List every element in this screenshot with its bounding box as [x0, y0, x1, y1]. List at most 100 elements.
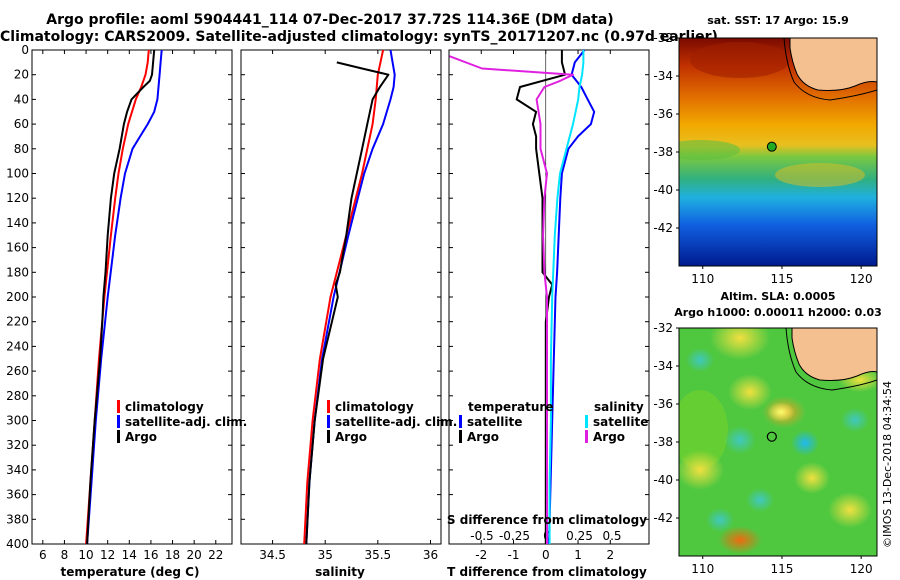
- x-axes-ticks: 6 8 10 12 14 16 18 20 22 34.5 35 35.5 36 -2 -1 0 1 2-0.5-…: [39, 50, 622, 562]
- legend-label-satellite: satellite-adj. clim.: [125, 415, 247, 429]
- x-tick-label: 16: [143, 548, 158, 562]
- map-y-tick-label: -38: [653, 145, 673, 159]
- x-tick-label: 14: [122, 548, 137, 562]
- sla-blob: [724, 426, 756, 454]
- depth-tick-label: 220: [6, 315, 29, 329]
- map-y-tick-label: -42: [653, 221, 673, 235]
- series-line-s-satellite: [548, 50, 585, 544]
- legend-label-climatology: climatology: [125, 400, 204, 414]
- sst-patch: [679, 140, 740, 160]
- map-y-tick-label: -36: [653, 107, 673, 121]
- legend-title-salinity: salinity: [594, 400, 644, 414]
- map-y-tick-label: -34: [653, 69, 673, 83]
- depth-tick-label: 120: [6, 191, 29, 205]
- x-tick-label: 1: [574, 548, 582, 562]
- series-line-satellite-adj-clim-: [86, 49, 163, 545]
- sla-blob: [718, 526, 762, 554]
- map-x-tick-label: 120: [850, 562, 873, 576]
- map-x-tick-label: 115: [771, 272, 794, 286]
- series-line-argo: [305, 61, 390, 545]
- legend-swatch-argo: [117, 430, 120, 443]
- x-tick-label: 2: [606, 548, 614, 562]
- legend-swatch-t-satellite: [459, 415, 462, 428]
- sla-blob: [686, 348, 714, 372]
- map-y-tick-label: -32: [653, 321, 673, 335]
- x-tick-label: 35.5: [364, 548, 391, 562]
- depth-tick-label: 100: [6, 167, 29, 181]
- sla-blob: [679, 450, 724, 490]
- sla-blob: [791, 430, 819, 456]
- x-tick-label: -2: [475, 548, 487, 562]
- depth-tick-label: 80: [14, 142, 29, 156]
- map-x-tick-label: 115: [771, 562, 794, 576]
- depth-tick-label: 300: [6, 414, 29, 428]
- sla-blob: [828, 492, 872, 528]
- map-y-tick-label: -36: [653, 397, 673, 411]
- map-x-tick-label: 120: [850, 272, 873, 286]
- imos-credit: ©IMOS 13-Dec-2018 04:34:54: [881, 381, 894, 548]
- map-y-tick-label: -40: [653, 183, 673, 197]
- sla-map-title: Altim. SLA: 0.0005: [720, 290, 835, 303]
- salinity-legend: climatology satellite-adj. clim. Argo: [327, 400, 457, 444]
- s-tick-label: 0.25: [566, 529, 593, 543]
- legend-label-t-argo: Argo: [467, 430, 499, 444]
- depth-tick-label: 260: [6, 364, 29, 378]
- x-tick-label: 8: [61, 548, 69, 562]
- depth-tick-label: 280: [6, 389, 29, 403]
- depth-tick-label: 140: [6, 216, 29, 230]
- sla-blob: [706, 508, 734, 532]
- difference-xlabel: T difference from climatology: [447, 565, 647, 579]
- sst-patch: [775, 163, 865, 187]
- sst-contour: [783, 38, 877, 101]
- legend-swatch-climatology: [117, 400, 120, 413]
- legend-label-argo: Argo: [125, 430, 157, 444]
- x-tick-label: 12: [100, 548, 115, 562]
- legend-label-argo: Argo: [335, 430, 367, 444]
- sla-blob: [710, 328, 770, 360]
- map-x-tick-label: 110: [691, 562, 714, 576]
- sst-argo-marker: [766, 141, 777, 152]
- difference-legend: temperature satellite Argo salinity sate…: [459, 400, 648, 444]
- profile-lines: [85, 49, 596, 545]
- temperature-axes: [31, 49, 233, 545]
- depth-tick-label: 200: [6, 290, 29, 304]
- sst-patch: [690, 42, 790, 78]
- depth-tick-label: 380: [6, 512, 29, 526]
- sst-land: [789, 38, 877, 91]
- series-line-s-argo: [449, 55, 574, 544]
- temperature-xlabel: temperature (deg C): [61, 565, 200, 579]
- legend-label-s-argo: Argo: [593, 430, 625, 444]
- legend-label-t-satellite: satellite: [467, 415, 522, 429]
- x-tick-label: 36: [423, 548, 438, 562]
- x-tick-label: 10: [78, 548, 93, 562]
- series-line-argo: [86, 49, 156, 545]
- sla-argo-marker: [766, 431, 777, 442]
- series-line-t-satellite: [548, 49, 596, 545]
- map-y-tick-label: -38: [653, 435, 673, 449]
- map-y-tick-label: -34: [653, 359, 673, 373]
- legend-swatch-argo: [327, 430, 330, 443]
- map-y-tick-label: -32: [653, 31, 673, 45]
- s-tick-label: 0.5: [602, 529, 621, 543]
- sla-blob: [794, 462, 830, 494]
- legend-swatch-t-argo: [459, 430, 462, 443]
- legend-label-climatology: climatology: [335, 400, 414, 414]
- salinity-xlabel: salinity: [315, 565, 365, 579]
- title-line-2: Climatology: CARS2009. Satellite-adjuste…: [0, 29, 718, 45]
- sla-blob: [728, 374, 772, 410]
- legend-swatch-s-argo: [585, 430, 588, 443]
- sst-map: [679, 38, 877, 266]
- sla-blob: [841, 408, 869, 432]
- depth-tick-label: 60: [14, 117, 29, 131]
- depth-tick-label: 340: [6, 463, 29, 477]
- legend-swatch-climatology: [327, 400, 330, 413]
- title-line-1: Argo profile: aoml 5904441_114 07-Dec-20…: [46, 12, 614, 28]
- x-tick-label: -1: [508, 548, 520, 562]
- map-y-tick-label: -40: [653, 473, 673, 487]
- map-x-tick-label: 110: [691, 272, 714, 286]
- sla-map-axes: 110 115 120 -32 -34 -36 -38 -40 -42: [653, 321, 872, 576]
- sla-map: [679, 328, 877, 556]
- legend-swatch-satellite: [327, 415, 330, 428]
- depth-tick-label: 20: [14, 68, 29, 82]
